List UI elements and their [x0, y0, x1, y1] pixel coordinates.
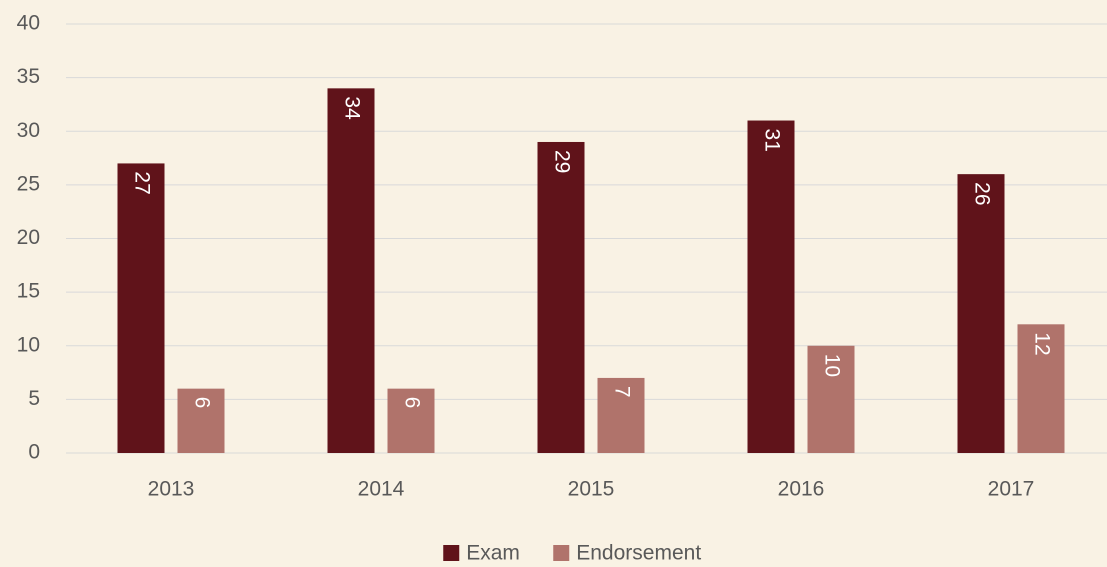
y-tick-label: 5: [28, 387, 40, 410]
x-tick-label: 2016: [778, 478, 825, 501]
x-tick-label: 2017: [988, 478, 1035, 501]
x-tick-label: 2015: [568, 478, 615, 501]
value-label: 10: [820, 354, 843, 377]
bar: [537, 141, 585, 453]
bar: [387, 388, 435, 453]
bar: [117, 163, 165, 454]
legend-label: Endorsement: [576, 542, 701, 565]
x-tick-label: 2013: [148, 478, 195, 501]
bar: [177, 388, 225, 453]
bar: [957, 174, 1005, 453]
y-tick-label: 25: [17, 172, 40, 195]
value-label: 27: [130, 171, 153, 194]
value-label: 7: [610, 386, 633, 398]
x-tick-label: 2014: [358, 478, 405, 501]
value-label: 6: [190, 397, 213, 409]
legend-swatch: [553, 545, 570, 561]
y-tick-label: 0: [28, 441, 40, 464]
y-tick-label: 10: [17, 333, 40, 356]
value-label: 12: [1030, 332, 1053, 355]
value-label: 26: [970, 182, 993, 205]
value-label: 34: [340, 96, 363, 120]
legend-label: Exam: [466, 542, 520, 565]
bar: [327, 88, 375, 453]
y-tick-label: 40: [17, 12, 40, 35]
y-tick-label: 35: [17, 65, 40, 88]
value-label: 6: [400, 397, 423, 409]
bar: [747, 120, 795, 454]
value-label: 31: [760, 129, 783, 152]
bar: [807, 345, 855, 453]
value-label: 29: [550, 150, 573, 173]
y-tick-label: 15: [17, 280, 40, 303]
legend-swatch: [443, 545, 460, 561]
y-tick-label: 20: [17, 226, 40, 249]
y-tick-label: 30: [17, 119, 40, 142]
bar: [1017, 324, 1065, 453]
bar: [597, 377, 645, 453]
